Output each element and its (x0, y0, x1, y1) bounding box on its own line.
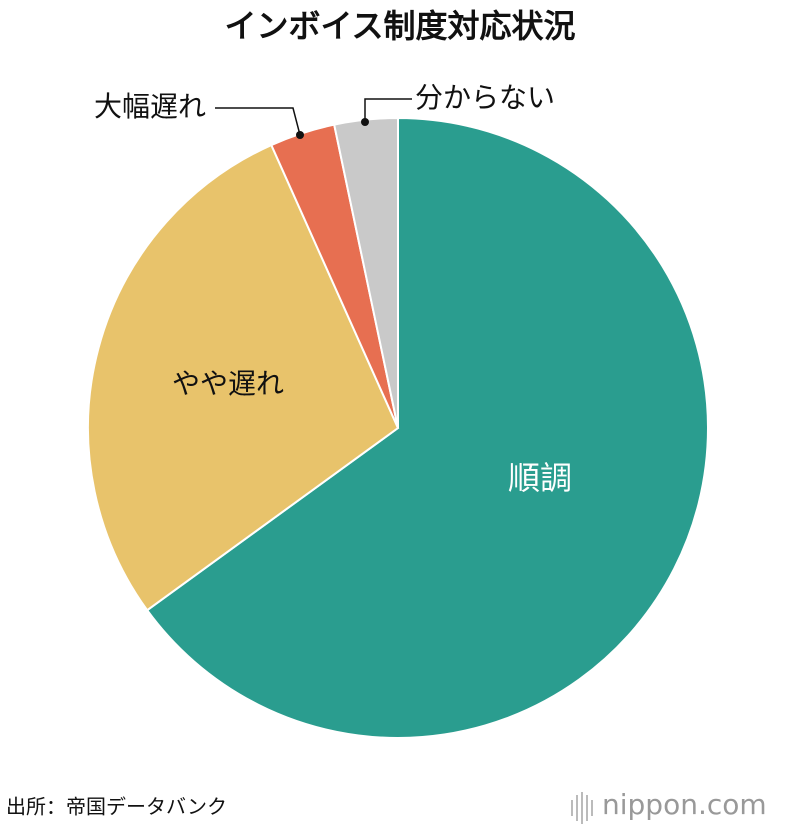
chart-title: インボイス制度対応状況 (224, 7, 575, 45)
pie (87, 116, 709, 739)
slice-label: 大幅遅れ (94, 90, 206, 123)
pie-slice (87, 143, 400, 612)
leader-dot (361, 118, 369, 126)
slice-label: 分からない (415, 81, 555, 114)
source: 出所：帝国データバンク (6, 795, 227, 819)
slice-label: やや遅れ (172, 367, 284, 400)
logo-mark (571, 792, 593, 824)
leader-line (215, 107, 301, 136)
slice-label: 順調 (508, 459, 572, 497)
pie-slice (145, 116, 709, 739)
leader-dot (296, 131, 304, 139)
leader-line (364, 98, 412, 122)
logo: nippon.com (602, 788, 767, 821)
labels: 順調 やや遅れ 大幅遅れ 分からない (94, 81, 572, 497)
